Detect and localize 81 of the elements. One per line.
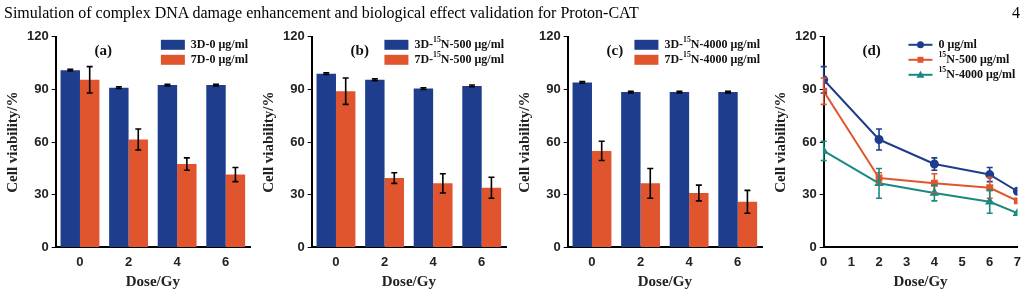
bar [128,139,148,247]
x-tick-label: 4 [173,253,182,269]
x-tick-label: 2 [380,253,389,269]
x-tick-label: 7 [1013,253,1021,269]
x-axis-title: Dose/Gy [381,272,437,289]
x-tick-label: 5 [958,253,966,269]
x-tick-label: 6 [734,253,742,269]
x-tick-label: 2 [875,253,883,269]
y-tick-label: 30 [546,186,561,202]
y-tick-label: 90 [802,81,817,97]
x-tick-label: 6 [222,253,230,269]
y-tick-label: 0 [41,238,49,254]
x-tick-label: 1 [847,253,855,269]
x-tick-label: 0 [332,253,340,269]
x-tick-label: 3 [903,253,911,269]
y-tick-label: 0 [297,238,305,254]
x-axis-title: Dose/Gy [637,272,693,289]
y-tick-label: 120 [794,28,817,44]
x-tick-label: 6 [986,253,994,269]
bar [225,174,246,247]
y-tick-label: 120 [282,28,305,44]
y-tick-label: 90 [546,81,561,97]
annotation: (d) [862,41,881,59]
x-tick-label: 4 [685,253,694,269]
y-axis-title: Cell viability/% [3,91,20,193]
y-tick-label: 60 [34,133,49,149]
y-axis-title: Cell viability/% [515,91,532,193]
text: 4 [1012,4,1020,22]
bar [572,82,592,247]
bar [718,92,738,247]
y-tick-label: 120 [26,28,49,44]
y-tick-label: 30 [34,186,49,202]
bar [384,178,404,247]
x-tick-label: 0 [588,253,596,269]
bar [316,73,336,247]
bar [79,79,100,247]
annotation: (c) [606,41,624,59]
y-tick-label: 60 [802,133,817,149]
bar [365,79,385,247]
x-axis-title: Dose/Gy [125,272,181,289]
y-tick-label: 30 [290,186,305,202]
x-tick-label: 2 [636,253,645,269]
bar [621,92,641,247]
y-tick-label: 0 [809,238,817,254]
bar [413,88,434,247]
bar [640,183,660,247]
text: Simulation of complex DNA damage enhancement and biological effect validation for Proton-CAT [4,4,639,22]
y-tick-label: 60 [290,133,305,149]
bar [177,164,197,247]
legend-label: 7D-0 μg/ml [190,51,249,66]
y-tick-label: 120 [538,28,561,44]
y-tick-label: 0 [553,238,561,254]
bar [335,91,356,247]
annotation: (b) [350,41,369,59]
y-tick-label: 60 [546,133,561,149]
x-tick-label: 2 [124,253,133,269]
bar [737,201,758,247]
bar [462,85,482,247]
bar [206,85,226,247]
annotation: (a) [94,41,113,59]
y-axis-title: Cell viability/% [771,91,788,193]
x-axis-title: Dose/Gy [893,272,949,289]
y-tick-label: 30 [802,186,817,202]
y-tick-label: 90 [34,81,49,97]
legend-label: 0 μg/ml [938,36,978,51]
y-tick-label: 90 [290,81,305,97]
bar [109,87,129,247]
legend-label: 3D-0 μg/ml [190,36,249,51]
x-tick-label: 4 [930,253,939,269]
x-tick-label: 6 [478,253,486,269]
x-tick-label: 4 [429,253,438,269]
x-tick-label: 0 [76,253,84,269]
bar [157,85,178,247]
bar [689,193,709,247]
x-tick-label: 0 [820,253,828,269]
bar [433,183,453,247]
bar [60,70,80,247]
bar [669,92,690,247]
bar [591,150,612,247]
y-axis-title: Cell viability/% [259,91,276,193]
bar [481,187,502,247]
